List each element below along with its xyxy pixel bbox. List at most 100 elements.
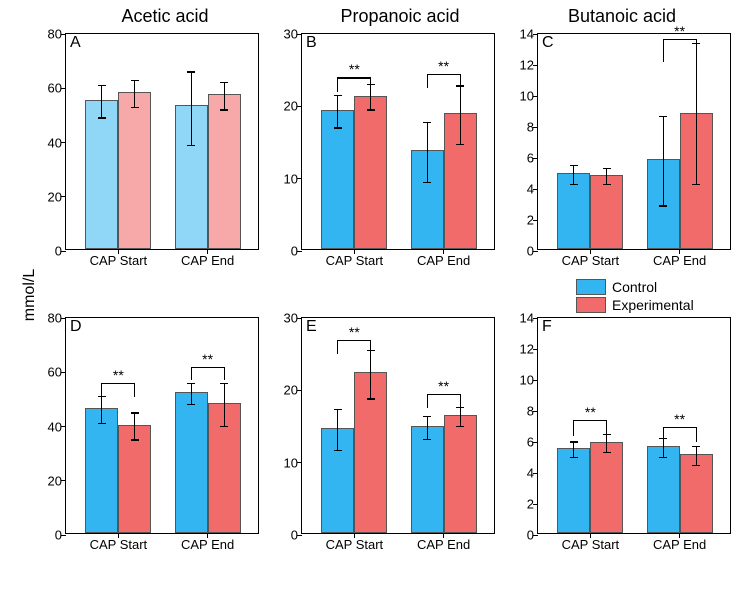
- y-tick-label: 0: [291, 244, 302, 259]
- y-tick-label: 30: [284, 311, 302, 326]
- sig-bracket: [663, 39, 664, 62]
- x-tick-label: CAP Start: [90, 249, 148, 268]
- column-title: Propanoic acid: [330, 6, 470, 27]
- error-cap: [570, 441, 578, 442]
- error-cap: [423, 182, 431, 183]
- error-bar: [696, 43, 697, 184]
- x-tick-label: CAP Start: [326, 249, 384, 268]
- sig-bracket: [663, 39, 696, 40]
- error-bar: [191, 72, 192, 145]
- sig-bracket: [427, 74, 428, 88]
- error-cap: [334, 450, 342, 451]
- sig-label: **: [585, 404, 596, 420]
- y-axis-label: mmol/L: [21, 268, 39, 320]
- sig-bracket: [427, 394, 460, 395]
- error-cap: [187, 404, 195, 405]
- error-cap: [220, 109, 228, 110]
- error-bar: [606, 169, 607, 185]
- error-cap: [98, 85, 106, 86]
- x-tick-label: CAP Start: [562, 249, 620, 268]
- legend: ControlExperimental: [576, 279, 694, 315]
- error-bar: [337, 410, 338, 451]
- error-cap: [456, 144, 464, 145]
- error-cap: [131, 80, 139, 81]
- panel-letter: B: [306, 34, 317, 52]
- panel-F: F02468101214CAP Start**CAP End**: [537, 317, 731, 534]
- sig-label: **: [202, 351, 213, 367]
- y-tick-label: 2: [527, 213, 538, 228]
- bar: [175, 392, 208, 533]
- bar: [118, 425, 151, 534]
- error-cap: [692, 465, 700, 466]
- y-tick-label: 6: [527, 151, 538, 166]
- error-bar: [427, 122, 428, 182]
- bar: [647, 446, 680, 533]
- x-tick-label: CAP End: [417, 249, 470, 268]
- x-tick-label: CAP End: [417, 533, 470, 552]
- sig-bracket: [102, 383, 135, 384]
- sig-label: **: [674, 411, 685, 427]
- sig-bracket: [427, 394, 428, 408]
- y-tick-label: 12: [520, 342, 538, 357]
- sig-bracket: [101, 383, 102, 397]
- sig-bracket: [663, 427, 664, 443]
- x-tick-label: CAP Start: [562, 533, 620, 552]
- sig-bracket: [696, 39, 697, 62]
- sig-bracket: [224, 367, 225, 381]
- sig-bracket: [338, 340, 371, 341]
- error-cap: [131, 412, 139, 413]
- error-cap: [220, 426, 228, 427]
- error-bar: [224, 83, 225, 110]
- y-tick-label: 30: [284, 27, 302, 42]
- y-tick-label: 10: [284, 171, 302, 186]
- y-tick-label: 0: [291, 528, 302, 543]
- error-bar: [191, 383, 192, 405]
- error-cap: [367, 109, 375, 110]
- y-tick-label: 20: [48, 473, 66, 488]
- x-tick-label: CAP End: [181, 533, 234, 552]
- error-bar: [606, 434, 607, 453]
- error-bar: [460, 408, 461, 427]
- panel-letter: E: [306, 318, 317, 336]
- y-tick-label: 14: [520, 311, 538, 326]
- error-bar: [337, 95, 338, 128]
- bar: [557, 448, 590, 533]
- error-cap: [367, 398, 375, 399]
- sig-bracket: [370, 77, 371, 91]
- panel-A: A020406080CAP StartCAP End: [65, 33, 259, 250]
- sig-bracket: [663, 427, 696, 428]
- error-bar: [224, 383, 225, 426]
- error-bar: [427, 416, 428, 439]
- y-tick-label: 12: [520, 58, 538, 73]
- figure: mmol/L Acetic acidPropanoic acidButanoic…: [0, 0, 740, 589]
- panel-D: D020406080CAP Start**CAP End**: [65, 317, 259, 534]
- sig-bracket: [191, 367, 192, 381]
- y-tick-label: 40: [48, 419, 66, 434]
- legend-swatch: [576, 297, 606, 313]
- error-bar: [134, 80, 135, 107]
- y-tick-label: 0: [55, 528, 66, 543]
- error-cap: [423, 416, 431, 417]
- y-tick-label: 4: [527, 466, 538, 481]
- error-cap: [603, 184, 611, 185]
- error-cap: [570, 165, 578, 166]
- y-tick-label: 20: [284, 99, 302, 114]
- column-title: Acetic acid: [95, 6, 235, 27]
- error-bar: [573, 166, 574, 185]
- y-tick-label: 14: [520, 27, 538, 42]
- sig-bracket: [696, 427, 697, 443]
- y-tick-label: 0: [527, 244, 538, 259]
- bar: [321, 110, 354, 249]
- error-bar: [370, 351, 371, 399]
- error-cap: [659, 116, 667, 117]
- error-cap: [220, 82, 228, 83]
- error-cap: [692, 446, 700, 447]
- y-tick-label: 10: [520, 89, 538, 104]
- error-cap: [334, 95, 342, 96]
- error-bar: [663, 116, 664, 206]
- panel-E: E0102030CAP Start**CAP End**: [301, 317, 495, 534]
- error-bar: [460, 86, 461, 145]
- panel-letter: A: [70, 34, 81, 52]
- bar: [354, 96, 387, 249]
- error-cap: [603, 168, 611, 169]
